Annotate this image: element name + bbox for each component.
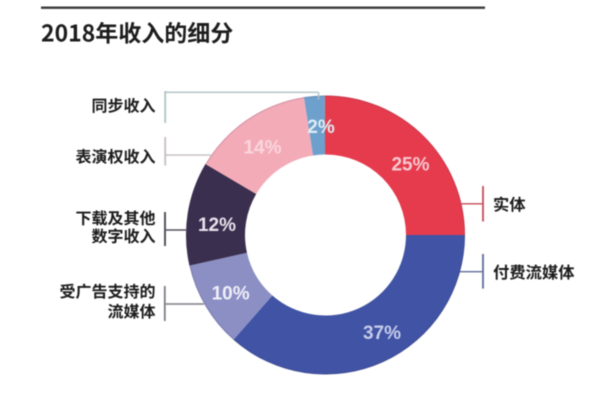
- svg-text:14%: 14%: [243, 138, 281, 159]
- svg-text:37%: 37%: [363, 323, 401, 344]
- svg-text:25%: 25%: [391, 155, 429, 176]
- svg-text:2%: 2%: [307, 117, 335, 138]
- svg-text:12%: 12%: [198, 215, 236, 236]
- svg-text:10%: 10%: [212, 284, 250, 305]
